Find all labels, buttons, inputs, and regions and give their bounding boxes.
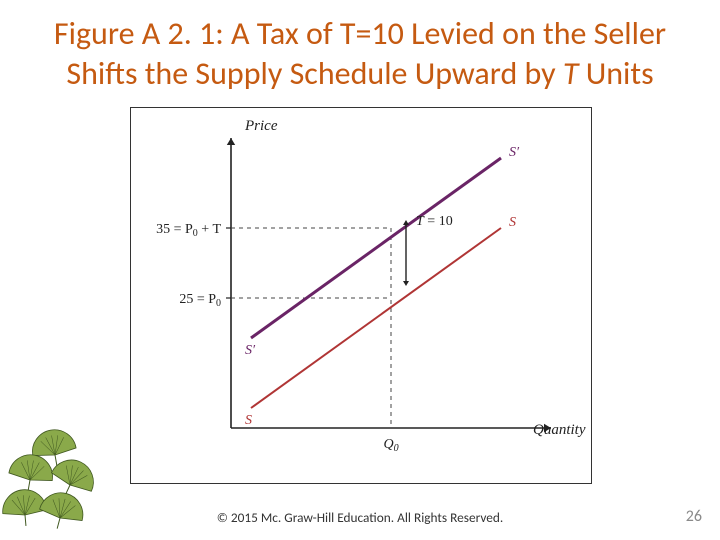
svg-text:Quantity: Quantity: [533, 422, 586, 438]
diagram-frame: Price Quantity S S S′ S′ 35 = P0 + T 25 = P0 Q0 T…: [130, 107, 592, 484]
svg-text:35 = P0 + T: 35 = P0 + T: [156, 222, 221, 239]
svg-text:S′: S′: [509, 145, 520, 160]
title-line2a: Shifts the Supply Schedule Upward by: [66, 54, 562, 93]
supply-shift-diagram: Price Quantity S S S′ S′ 35 = P0 + T 25 = P0 Q0 T…: [131, 108, 591, 488]
copyright-text: © 2015 Mc. Graw-Hill Education. All Righ…: [0, 509, 720, 526]
svg-text:25 = P0: 25 = P0: [179, 292, 221, 309]
title-line2-italic: T: [563, 54, 579, 93]
page-number: 26: [686, 507, 702, 526]
svg-text:Q0: Q0: [383, 437, 398, 454]
svg-text:S: S: [509, 215, 516, 230]
title-line1: Figure A 2. 1: A Tax of T=10 Levied on t…: [54, 14, 666, 53]
figure-title: Figure A 2. 1: A Tax of T=10 Levied on t…: [0, 14, 720, 94]
title-line2b: Units: [578, 54, 653, 93]
svg-text:Price: Price: [244, 118, 278, 134]
svg-text:T = 10: T = 10: [416, 214, 453, 229]
svg-text:S: S: [245, 413, 252, 428]
svg-text:S′: S′: [245, 343, 256, 358]
